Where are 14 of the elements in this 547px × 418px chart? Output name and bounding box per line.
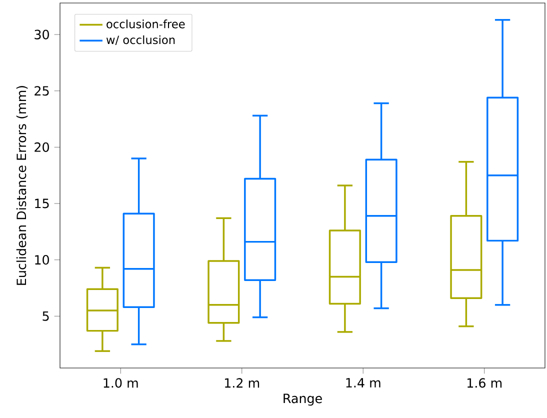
legend-label: w/ occlusion	[106, 35, 175, 46]
y-tick-label: 5	[42, 311, 49, 321]
x-tick-label: 1.4 m	[346, 378, 380, 388]
x-axis-title: Range	[284, 394, 322, 406]
y-tick-label: 20	[34, 142, 49, 152]
x-tick-label: 1.2 m	[225, 378, 260, 388]
legend-label: occlusion-free	[106, 20, 185, 28]
y-axis-title: Euclidean Distance Errors (mm)	[16, 86, 28, 285]
y-tick-label: 10	[35, 255, 49, 265]
x-tick-label: 1.6 m	[468, 378, 502, 388]
y-tick-label: 25	[34, 86, 49, 96]
x-tick-label: 1.0 m	[104, 378, 138, 388]
y-tick-label: 15	[35, 198, 49, 208]
y-tick-label: 30	[34, 30, 49, 40]
